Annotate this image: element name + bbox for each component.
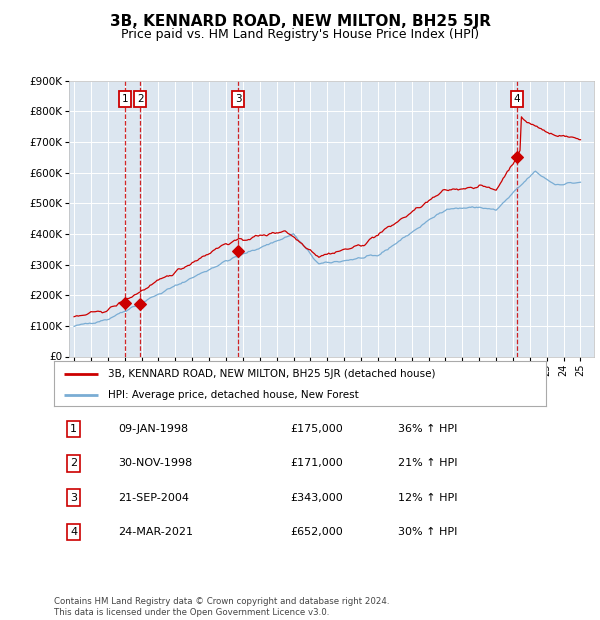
Text: 4: 4 [514, 94, 520, 104]
Point [512, 152, 521, 162]
Text: Contains HM Land Registry data © Crown copyright and database right 2024.
This d: Contains HM Land Registry data © Crown c… [54, 598, 389, 617]
Text: HPI: Average price, detached house, New Forest: HPI: Average price, detached house, New … [108, 390, 359, 400]
Text: 2: 2 [70, 458, 77, 469]
Text: 3B, KENNARD ROAD, NEW MILTON, BH25 5JR: 3B, KENNARD ROAD, NEW MILTON, BH25 5JR [110, 14, 491, 29]
Point [136, 299, 145, 309]
Text: £652,000: £652,000 [290, 526, 343, 537]
Text: 12% ↑ HPI: 12% ↑ HPI [398, 492, 458, 503]
Text: 4: 4 [70, 526, 77, 537]
Text: 21% ↑ HPI: 21% ↑ HPI [398, 458, 458, 469]
Text: 1: 1 [122, 94, 128, 104]
Text: 09-JAN-1998: 09-JAN-1998 [118, 424, 188, 435]
Text: 30% ↑ HPI: 30% ↑ HPI [398, 526, 458, 537]
Text: 3: 3 [70, 492, 77, 503]
Text: 30-NOV-1998: 30-NOV-1998 [118, 458, 192, 469]
Text: £175,000: £175,000 [290, 424, 343, 435]
Text: 1: 1 [70, 424, 77, 435]
Text: 36% ↑ HPI: 36% ↑ HPI [398, 424, 458, 435]
Text: 24-MAR-2021: 24-MAR-2021 [118, 526, 193, 537]
Point [233, 246, 243, 256]
Text: 21-SEP-2004: 21-SEP-2004 [118, 492, 189, 503]
Text: Price paid vs. HM Land Registry's House Price Index (HPI): Price paid vs. HM Land Registry's House … [121, 28, 479, 41]
Text: 2: 2 [137, 94, 143, 104]
Text: 3B, KENNARD ROAD, NEW MILTON, BH25 5JR (detached house): 3B, KENNARD ROAD, NEW MILTON, BH25 5JR (… [108, 369, 436, 379]
Point [121, 298, 130, 308]
Text: 3: 3 [235, 94, 241, 104]
Text: £343,000: £343,000 [290, 492, 343, 503]
Text: £171,000: £171,000 [290, 458, 343, 469]
